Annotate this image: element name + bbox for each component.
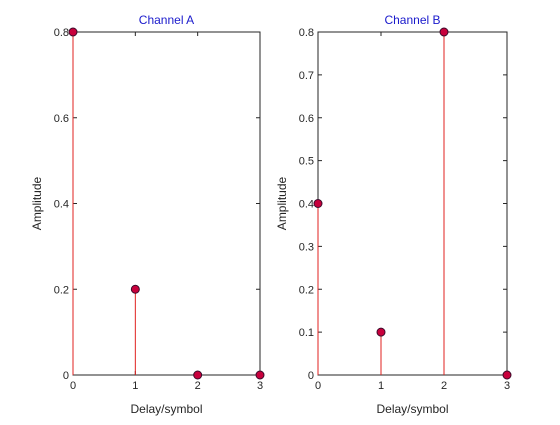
panel-1-axes-box [72,31,261,376]
panel-2-x-tick-label: 3 [504,380,510,392]
panel-2-y-tick-label: 0 [308,370,314,382]
panel-1-y-axis-label: Amplitude [30,177,44,231]
panel-1-x-tick-label: 1 [132,380,138,392]
panel-1-y-tick-label: 0.4 [54,199,69,211]
panel-2-stem-marker [376,327,386,337]
panel-2-y-tick-label: 0.7 [299,70,314,82]
panel-1-x-axis-label: Delay/symbol [130,402,202,416]
panel-2-y-tick-label: 0.6 [299,113,314,125]
panel-2-x-axis-label: Delay/symbol [376,402,448,416]
panel-1-title: Channel A [139,13,194,27]
panel-2-x-tick-label: 0 [315,380,321,392]
panel-1-x-tick-label: 3 [257,380,263,392]
panel-2-y-tick-label: 0.4 [299,199,314,211]
panel-1-y-tick-label: 0.2 [54,284,69,296]
panel-2-y-tick-label: 0.8 [299,27,314,39]
panel-1-stem-marker [193,370,203,380]
panel-1-y-tick-label: 0.6 [54,113,69,125]
panel-2-title: Channel B [384,13,440,27]
panel-1-y-tick-label: 0.8 [54,27,69,39]
panel-2-x-tick-label: 2 [441,380,447,392]
panel-1-stem-marker [68,27,78,37]
panel-2-axes-box [317,31,508,376]
panel-1-x-tick-label: 0 [70,380,76,392]
panel-2-x-tick-label: 1 [378,380,384,392]
panel-2-y-tick-label: 0.5 [299,156,314,168]
panel-1-x-tick-label: 2 [195,380,201,392]
panel-2-y-tick-label: 0.1 [299,327,314,339]
panel-1-stem-marker [255,370,265,380]
panel-2-y-axis-label: Amplitude [275,177,289,231]
panel-1-y-tick-label: 0 [63,370,69,382]
panel-2-y-tick-label: 0.3 [299,241,314,253]
panel-2-y-tick-label: 0.2 [299,284,314,296]
panel-1-stem-marker [130,284,140,294]
panel-2-stem-marker [439,27,449,37]
panel-2-stem-marker [502,370,512,380]
panel-2-stem-marker [313,199,323,208]
